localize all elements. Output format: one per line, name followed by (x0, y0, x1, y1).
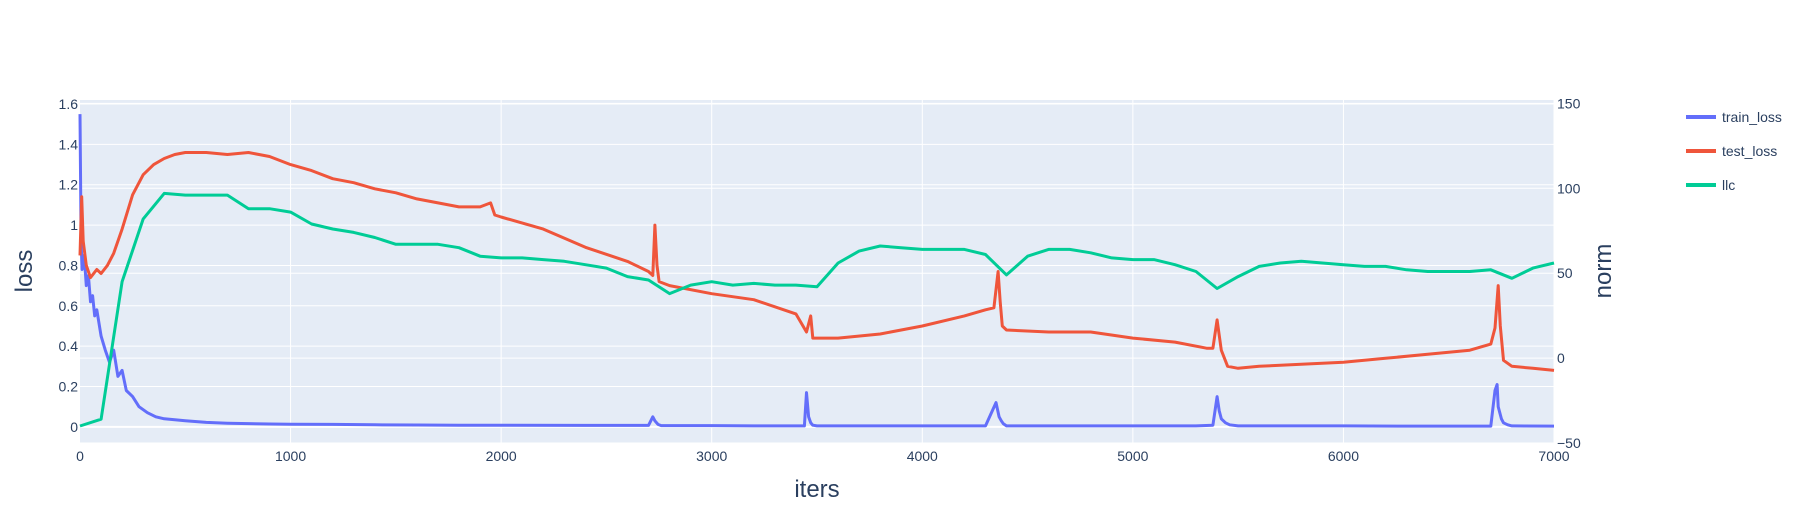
y2-axis-ticks: −50 0 50 100 150 (1557, 95, 1581, 451)
y2-tick-label: −50 (1557, 435, 1581, 451)
x-tick-label: 3000 (696, 448, 727, 464)
legend-label-test_loss[interactable]: test_loss (1722, 143, 1777, 159)
legend-label-train_loss[interactable]: train_loss (1722, 109, 1782, 125)
y-tick-label: 0.8 (59, 257, 79, 273)
series-line-llc (79, 191, 1555, 428)
x-tick-label: 4000 (907, 448, 938, 464)
x-tick-label: 1000 (275, 448, 306, 464)
y-tick-label: 0.2 (59, 379, 79, 395)
y2-tick-label: 50 (1557, 265, 1573, 281)
y-axis-ticks: 0 0.2 0.4 0.6 0.8 1 1.2 1.4 1.6 (59, 96, 79, 435)
x-tick-label: 5000 (1117, 448, 1148, 464)
y-tick-label: 1 (70, 217, 78, 233)
y-tick-label: 1.2 (59, 177, 79, 193)
y2-axis-title: norm (1590, 244, 1617, 299)
x-tick-label: 2000 (486, 448, 517, 464)
series-line-test_loss (78, 151, 1555, 372)
grid (80, 100, 1555, 444)
x-tick-label: 7000 (1538, 448, 1569, 464)
y2-tick-label: 0 (1557, 350, 1565, 366)
y-tick-label: 1.4 (59, 136, 79, 152)
y-tick-label: 1.6 (59, 96, 79, 112)
y-axis-title: loss (11, 250, 38, 293)
y-tick-label: 0.4 (59, 338, 79, 354)
plot-background (80, 100, 1554, 443)
x-tick-label: 0 (76, 448, 84, 464)
y2-tick-label: 100 (1557, 180, 1581, 196)
x-axis-title: iters (794, 476, 839, 503)
series-line-train_loss (78, 114, 1555, 428)
x-axis-ticks: 0 1000 2000 3000 4000 5000 6000 7000 (76, 448, 1570, 464)
x-tick-label: 6000 (1328, 448, 1359, 464)
y-tick-label: 0 (70, 419, 78, 435)
y-tick-label: 0.6 (59, 298, 79, 314)
legend-label-llc[interactable]: llc (1722, 177, 1735, 193)
y2-tick-label: 150 (1557, 95, 1581, 111)
series-layer (78, 114, 1555, 428)
